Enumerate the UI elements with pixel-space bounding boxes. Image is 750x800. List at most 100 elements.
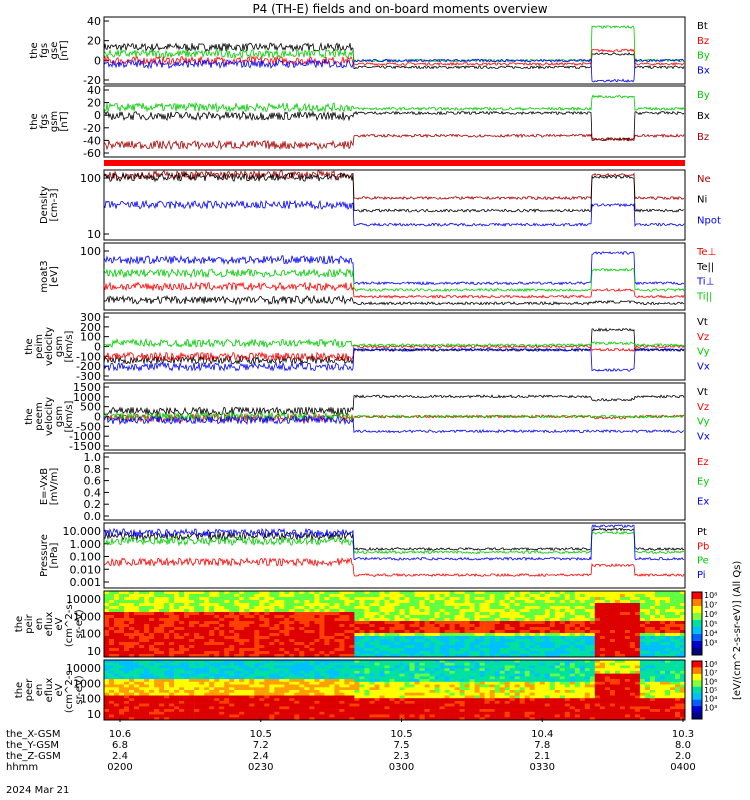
heatmap-cell [314, 603, 320, 607]
heatmap-cell [534, 714, 540, 718]
heatmap-cell [384, 695, 390, 699]
heatmap-cell [299, 633, 305, 637]
heatmap-cell [154, 695, 160, 699]
heatmap-cell [484, 662, 490, 666]
heatmap-cell [124, 630, 130, 634]
heatmap-cell [494, 615, 500, 619]
heatmap-cell [314, 665, 320, 669]
heatmap-cell [379, 660, 385, 663]
heatmap-cell [389, 687, 395, 691]
heatmap-cell [349, 698, 355, 702]
heatmap-cell [139, 668, 145, 672]
heatmap-cell [354, 642, 360, 646]
heatmap-cell [464, 621, 470, 625]
heatmap-cell [404, 676, 410, 680]
heatmap-cell [124, 709, 130, 713]
heatmap-cell [404, 662, 410, 666]
heatmap-cell [289, 624, 295, 628]
heatmap-cell [439, 673, 445, 677]
heatmap-cell [169, 594, 175, 598]
heatmap-cell [334, 600, 340, 604]
heatmap-cell [404, 706, 410, 710]
heatmap-cell [660, 594, 666, 598]
heatmap-cell [414, 687, 420, 691]
heatmap-cell [394, 606, 400, 610]
heatmap-cell [304, 665, 310, 669]
heatmap-cell [144, 706, 150, 710]
heatmap-cell [444, 636, 450, 640]
heatmap-cell [554, 648, 561, 652]
heatmap-cell [349, 642, 355, 646]
heatmap-cell [409, 706, 415, 710]
heatmap-cell [389, 703, 395, 707]
heatmap-cell [549, 597, 556, 601]
heatmap-cell [489, 662, 495, 666]
ytick-label: 1.0 [84, 451, 102, 464]
heatmap-cell [419, 695, 425, 699]
heatmap-cell [449, 698, 455, 702]
heatmap-cell [189, 618, 195, 622]
heatmap-cell [384, 717, 390, 721]
heatmap-cell [409, 700, 415, 704]
heatmap-cell [549, 665, 556, 669]
heatmap-cell [209, 684, 215, 688]
heatmap-cell [449, 711, 455, 715]
heatmap-cell [154, 673, 160, 677]
heatmap-cell [379, 695, 385, 699]
heatmap-cell [359, 662, 365, 666]
heatmap-cell [364, 662, 370, 666]
heatmap-cell [559, 717, 566, 721]
heatmap-cell [279, 609, 285, 613]
heatmap-cell [274, 681, 280, 685]
heatmap-cell [104, 717, 110, 721]
heatmap-cell [444, 639, 450, 643]
heatmap-cell [234, 627, 240, 631]
heatmap-cell [194, 695, 200, 699]
heatmap-cell [549, 621, 556, 625]
heatmap-cell [665, 591, 671, 595]
heatmap-cell [414, 662, 420, 666]
heatmap-cell [314, 645, 320, 649]
heatmap-cell [454, 665, 460, 669]
heatmap-cell [204, 600, 210, 604]
heatmap-cell [369, 714, 375, 718]
heatmap-cell [344, 714, 350, 718]
heatmap-cell [444, 711, 450, 715]
heatmap-cell [454, 651, 460, 655]
heatmap-cell [449, 684, 455, 688]
heatmap-cell [429, 673, 435, 677]
y-axis-label: peem [34, 402, 45, 430]
heatmap-cell [484, 717, 490, 721]
heatmap-cell [149, 670, 155, 674]
heatmap-cell [439, 665, 445, 669]
heatmap-cell [219, 633, 225, 637]
heatmap-cell [124, 651, 130, 655]
heatmap-cell [474, 673, 480, 677]
heatmap-cell [359, 609, 365, 613]
heatmap-cell [529, 633, 535, 637]
heatmap-cell [164, 676, 170, 680]
heatmap-cell [324, 684, 330, 688]
heatmap-cell [319, 717, 325, 721]
heatmap-cell [559, 627, 566, 631]
heatmap-cell [159, 681, 165, 685]
heatmap-cell [324, 645, 330, 649]
heatmap-cell [519, 645, 525, 649]
heatmap-cell [574, 676, 581, 680]
legend-Ti⊥: Ti⊥ [696, 277, 714, 288]
heatmap-cell [349, 662, 355, 666]
y-axis-label: [cm-3] [49, 188, 60, 221]
heatmap-cell [284, 687, 290, 691]
heatmap-cell [269, 703, 275, 707]
heatmap-cell [579, 687, 586, 691]
heatmap-cell [464, 606, 470, 610]
heatmap-cell [144, 692, 150, 696]
heatmap-cell [184, 630, 190, 634]
heatmap-cell [414, 627, 420, 631]
heatmap-cell [519, 648, 525, 652]
heatmap-cell [189, 684, 195, 688]
heatmap-cell [665, 633, 671, 637]
heatmap-cell [164, 687, 170, 691]
heatmap-cell [304, 676, 310, 680]
heatmap-cell [169, 670, 175, 674]
